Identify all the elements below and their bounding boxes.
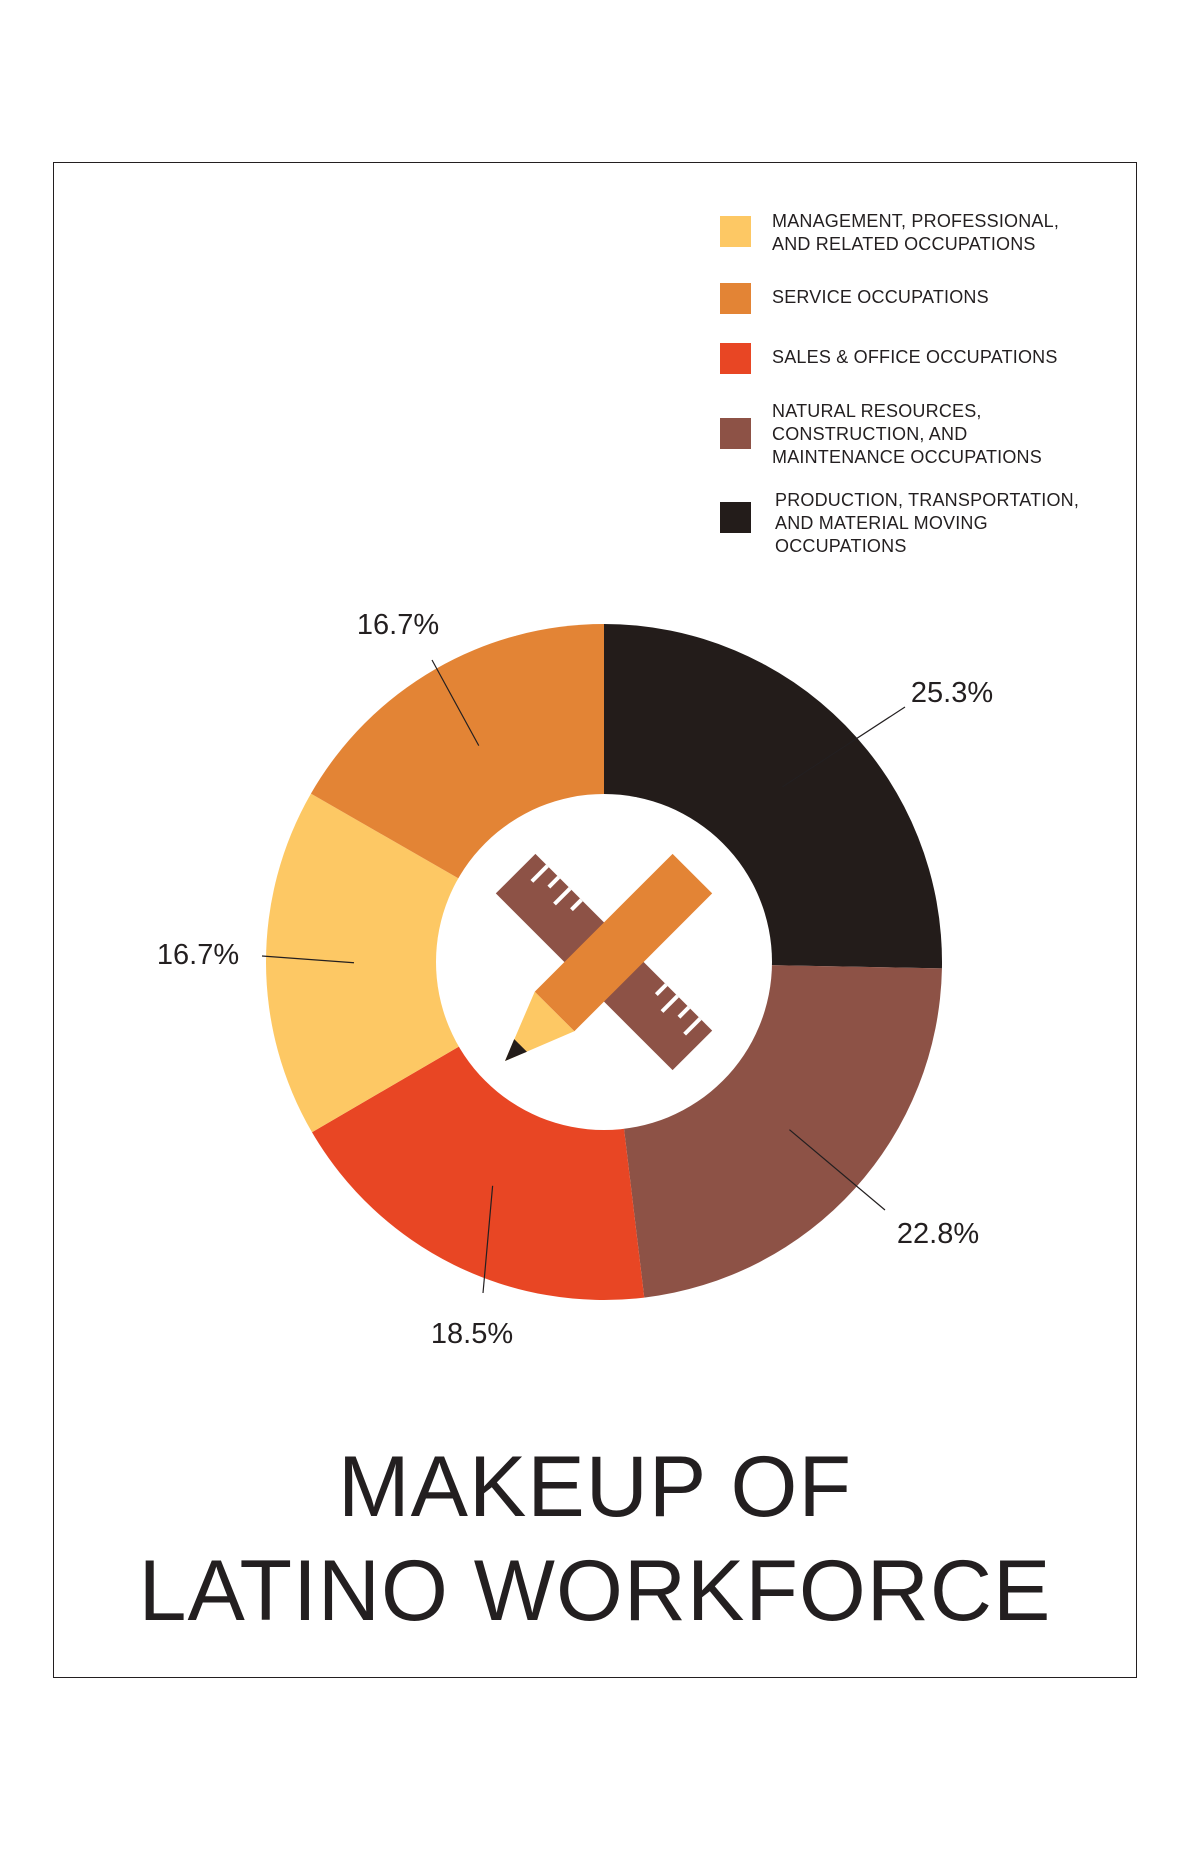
pencil-and-ruler-icon [495, 853, 713, 1071]
chart-legend: MANAGEMENT, PROFESSIONAL, AND RELATED OC… [0, 0, 1200, 580]
slice-label-sales: 18.5% [431, 1318, 513, 1350]
chart-title: MAKEUP OF LATINO WORKFORCE [53, 1435, 1137, 1643]
leader-line-management [261, 955, 355, 964]
legend-swatch-natural-resources [720, 418, 751, 449]
chart-title-line-2: LATINO WORKFORCE [138, 1543, 1052, 1639]
slice-labels: 25.3% 22.8% 18.5% 16.7% 16.7% [157, 609, 993, 1350]
chart-title-line-1: MAKEUP OF [338, 1439, 852, 1535]
legend-label-management: MANAGEMENT, PROFESSIONAL, AND RELATED OC… [772, 211, 1060, 254]
slice-label-natural-resources: 22.8% [897, 1218, 979, 1250]
legend-swatch-management [720, 216, 751, 247]
slice-label-service: 16.7% [357, 609, 439, 641]
slice-label-management: 16.7% [157, 939, 239, 971]
slice-management [266, 793, 604, 1133]
chart-frame [53, 162, 1137, 1678]
legend-label-production: PRODUCTION, TRANSPORTATION, AND MATERIAL… [775, 490, 1080, 556]
leader-line-service [431, 659, 480, 746]
legend-swatch-service [720, 283, 751, 314]
legend-swatch-production [720, 502, 751, 533]
legend-swatch-sales [720, 343, 751, 374]
slice-label-production: 25.3% [911, 677, 993, 709]
leader-lines [261, 659, 906, 1294]
legend-label-sales: SALES & OFFICE OCCUPATIONS [772, 347, 1058, 367]
leader-line-production [782, 706, 906, 788]
leader-line-natural-resources [789, 1129, 886, 1211]
leader-line-sales [482, 1185, 494, 1294]
legend-label-natural-resources: NATURAL RESOURCES, CONSTRUCTION, AND MAI… [772, 401, 1042, 467]
legend-label-service: SERVICE OCCUPATIONS [772, 287, 989, 307]
